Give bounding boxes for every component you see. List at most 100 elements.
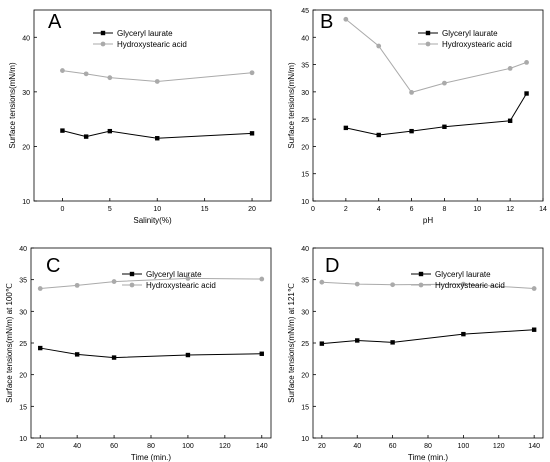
- panel-label: B: [320, 11, 333, 33]
- data-point: [355, 338, 360, 343]
- data-point: [83, 134, 89, 139]
- data-point: [343, 16, 349, 22]
- x-tick-label: 0: [60, 206, 64, 213]
- data-point: [524, 59, 529, 65]
- data-point: [83, 71, 89, 77]
- x-tick-label: 8: [442, 206, 446, 213]
- x-tick-label: 12: [506, 206, 514, 213]
- x-tick-label: 80: [424, 443, 432, 450]
- y-axis-label: Surface tensions(mN/m) at 121℃: [287, 283, 296, 403]
- x-tick-label: 20: [36, 443, 44, 450]
- legend-marker: [418, 271, 424, 277]
- legend-marker: [418, 282, 424, 288]
- x-tick-label: 100: [458, 443, 470, 450]
- series-line: [345, 18, 527, 93]
- panel-label: A: [48, 11, 62, 33]
- x-tick-label: 100: [182, 443, 194, 450]
- x-tick-label: 5: [108, 206, 112, 213]
- y-tick-label: 10: [301, 199, 309, 206]
- data-point: [111, 279, 117, 284]
- y-tick-label: 15: [19, 404, 27, 411]
- y-tick-label: 40: [19, 246, 27, 253]
- y-tick-label: 20: [301, 373, 309, 380]
- y-tick-label: 20: [19, 373, 27, 380]
- y-tick-label: 35: [301, 63, 309, 70]
- data-point: [531, 327, 537, 332]
- x-tick-label: 20: [318, 443, 326, 450]
- plot-frame: [33, 9, 272, 202]
- data-point: [507, 118, 513, 123]
- legend-marker: [100, 41, 106, 47]
- data-point: [249, 70, 255, 76]
- data-point: [60, 128, 65, 133]
- data-point: [111, 355, 117, 360]
- legend-marker: [100, 30, 106, 36]
- y-tick-label: 45: [301, 8, 309, 15]
- data-point: [259, 351, 264, 356]
- series-line: [40, 347, 262, 359]
- panel-label: D: [325, 255, 339, 277]
- y-tick-label: 35: [19, 278, 27, 285]
- legend-label: Glyceryl laurate: [146, 270, 202, 279]
- x-tick-label: 120: [493, 443, 505, 450]
- data-point: [531, 286, 537, 291]
- data-point: [74, 352, 80, 357]
- x-tick-label: 40: [73, 443, 81, 450]
- legend-label: Hydroxystearic acid: [146, 281, 216, 290]
- data-point: [185, 276, 191, 281]
- chart-panel-C: 10 15 20 25 30 35 40 20 40 60 80 100 120 140 Time (min…: [5, 246, 272, 462]
- y-tick-label: 30: [301, 309, 309, 316]
- data-point: [442, 124, 447, 129]
- legend-marker: [129, 282, 135, 288]
- data-point: [409, 90, 414, 95]
- x-tick-label: 10: [153, 206, 161, 213]
- y-tick-label: 30: [19, 309, 27, 316]
- y-tick-label: 20: [301, 144, 309, 151]
- data-point: [390, 282, 396, 288]
- x-axis-label: Time (min.): [408, 453, 448, 462]
- plot-frame: [312, 9, 544, 202]
- y-tick-label: 25: [19, 341, 27, 348]
- legend-label: Glyceryl laurate: [435, 270, 491, 279]
- x-tick-label: 14: [539, 206, 547, 213]
- y-axis-label: Surface tensions(mN/m) at 100℃: [5, 283, 14, 403]
- x-tick-label: 60: [110, 443, 118, 450]
- x-axis-label: Salinity(%): [133, 216, 172, 225]
- legend-label: Hydroxystearic acid: [442, 40, 512, 49]
- data-point: [319, 279, 325, 285]
- y-tick-label: 15: [301, 404, 309, 411]
- series-line: [321, 329, 535, 345]
- data-point: [409, 128, 414, 134]
- plot-frame: [312, 247, 544, 439]
- data-point: [319, 341, 325, 346]
- chart-panel-A: 10 20 30 40 0 5 10 15 20 Salinity(%) Surface tensi…: [8, 9, 272, 225]
- x-tick-label: 20: [248, 206, 256, 213]
- x-tick-label: 4: [377, 206, 381, 213]
- x-axis-label: Time (min.): [131, 453, 171, 462]
- y-tick-label: 30: [301, 90, 309, 97]
- x-tick-label: 0: [311, 206, 315, 213]
- chart-panel-D: 10 15 20 25 30 35 40 20 40 60 80 100 120 140 Time (min…: [287, 246, 544, 462]
- legend-label: Hydroxystearic acid: [117, 40, 187, 49]
- data-point: [155, 136, 160, 141]
- data-point: [185, 352, 191, 358]
- x-tick-label: 6: [410, 206, 414, 213]
- x-tick-label: 80: [147, 443, 155, 450]
- data-point: [259, 276, 265, 282]
- x-tick-label: 140: [256, 443, 268, 450]
- y-tick-label: 20: [22, 144, 30, 151]
- data-point: [442, 80, 447, 86]
- legend-marker: [425, 41, 431, 47]
- y-tick-label: 10: [22, 199, 30, 206]
- chart-panel-B: 10 15 20 25 30 35 40 45 0 2 4 6 8 10 12 14 pH Surface ten…: [287, 8, 547, 225]
- x-tick-label: 40: [353, 443, 361, 450]
- y-tick-label: 10: [19, 436, 27, 443]
- data-point: [107, 128, 113, 134]
- y-tick-label: 40: [301, 35, 309, 42]
- data-point: [390, 340, 395, 345]
- y-tick-label: 35: [301, 278, 309, 285]
- legend-marker: [425, 30, 431, 36]
- legend-label: Glyceryl laurate: [442, 29, 498, 38]
- legend-marker: [129, 271, 135, 277]
